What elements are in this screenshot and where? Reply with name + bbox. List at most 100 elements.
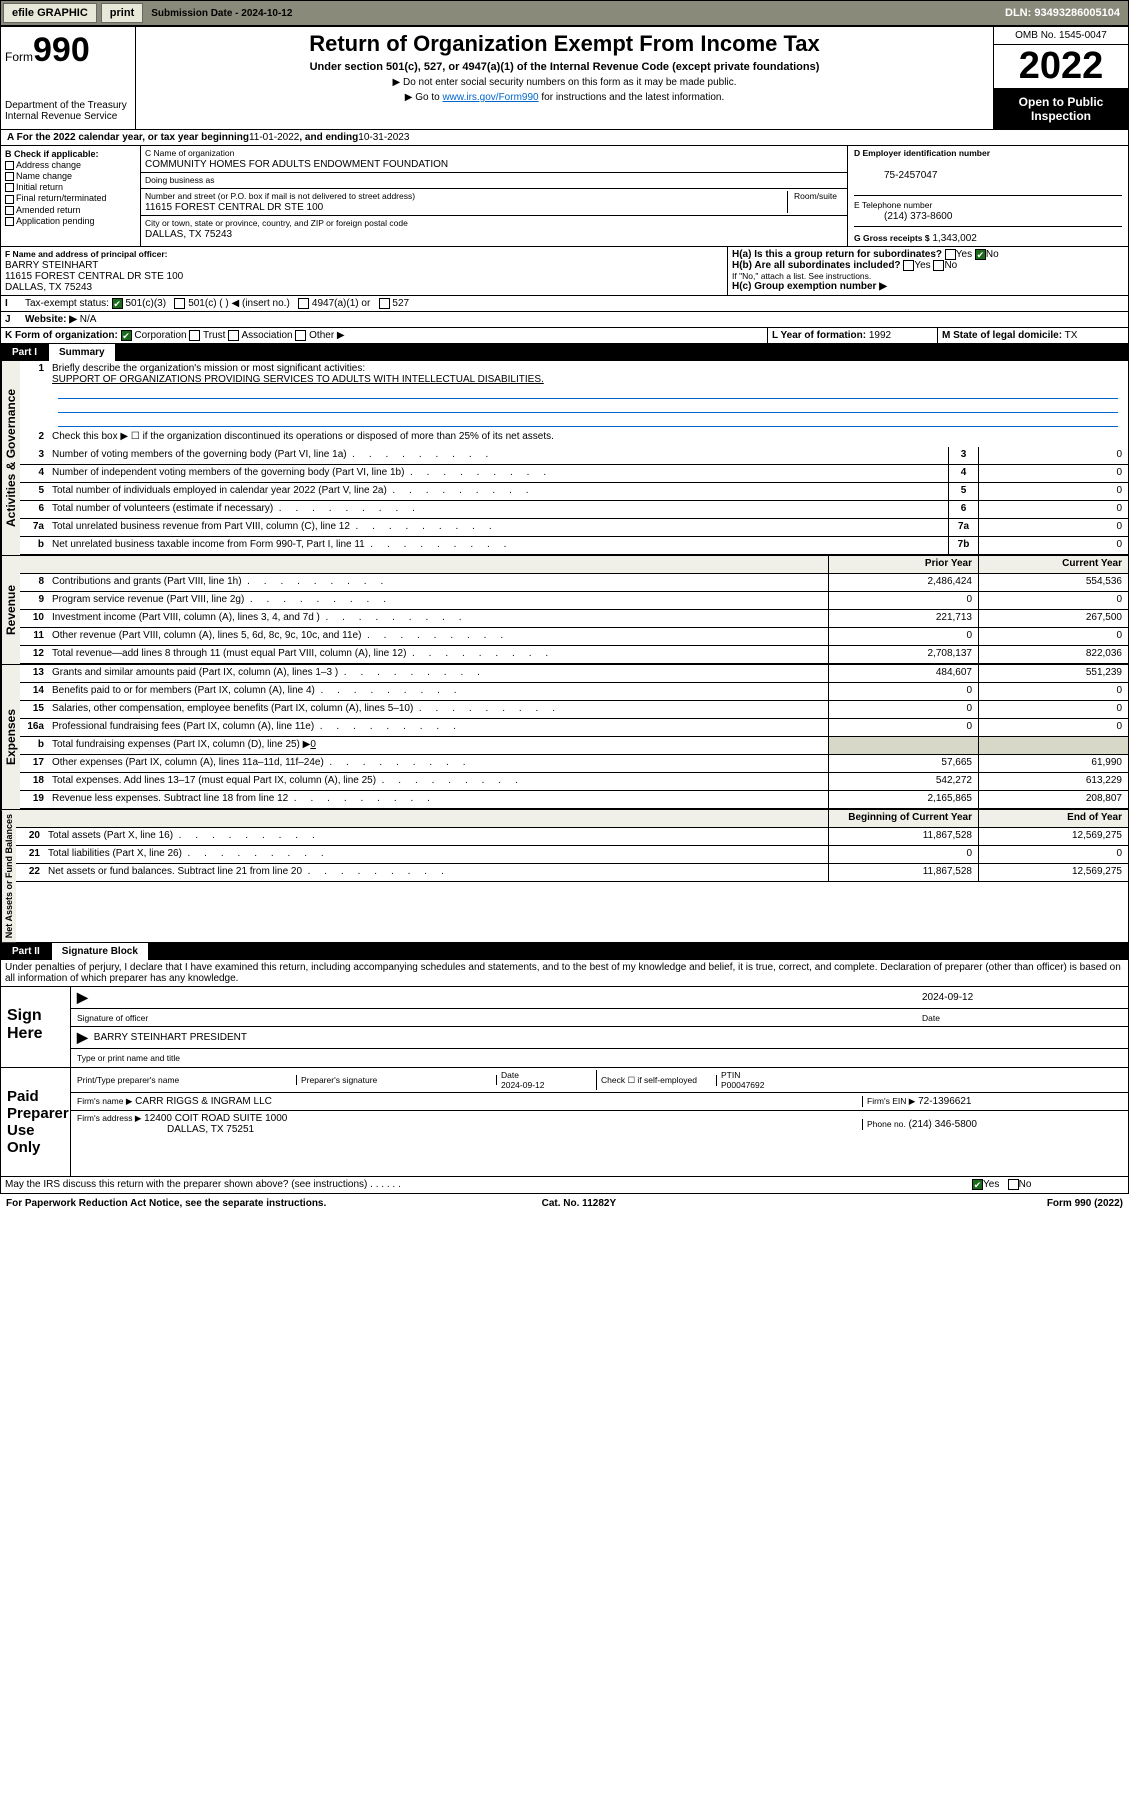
tax-status-row: I Tax-exempt status: ✔ 501(c)(3) 501(c) …	[0, 296, 1129, 312]
sign-here-label: Sign Here	[1, 987, 71, 1067]
org-info-block: B Check if applicable: Address change Na…	[0, 146, 1129, 247]
firm-ein-label: Firm's EIN ▶	[867, 1096, 915, 1106]
ptin-label: PTIN	[721, 1070, 740, 1080]
ha-label: H(a) Is this a group return for subordin…	[732, 249, 942, 260]
efile-button[interactable]: efile GRAPHIC	[3, 3, 97, 23]
officer-name: BARRY STEINHART	[5, 260, 98, 271]
footer-right: Form 990 (2022)	[1047, 1198, 1123, 1209]
sig-officer-label: Signature of officer	[77, 1013, 922, 1023]
officer-addr2: DALLAS, TX 75243	[5, 282, 92, 293]
note-ssn: ▶ Do not enter social security numbers o…	[146, 77, 983, 88]
prep-phone-label: Phone no.	[867, 1119, 906, 1129]
part2-title: Signature Block	[52, 943, 148, 960]
ha-no[interactable]: No	[986, 249, 999, 260]
i-501c3[interactable]: 501(c)(3)	[125, 298, 166, 309]
cb-address[interactable]: Address change	[16, 160, 81, 170]
cb-amended[interactable]: Amended return	[16, 205, 81, 215]
cb-name[interactable]: Name change	[16, 171, 72, 181]
org-city: DALLAS, TX 75243	[145, 229, 232, 240]
ha-yes[interactable]: Yes	[956, 249, 972, 260]
irs-link[interactable]: www.irs.gov/Form990	[442, 92, 538, 103]
gross-label: G Gross receipts $	[854, 233, 930, 243]
firm-name: CARR RIGGS & INGRAM LLC	[135, 1096, 272, 1107]
k-corp[interactable]: Corporation	[134, 330, 186, 341]
period-begin: 11-01-2022	[249, 132, 299, 143]
dln-label: DLN: 93493286005104	[997, 7, 1128, 19]
form-title: Return of Organization Exempt From Incom…	[146, 31, 983, 57]
revenue-section: Revenue Prior YearCurrent Year 8Contribu…	[0, 556, 1129, 665]
phone-value: (214) 373-8600	[854, 211, 952, 222]
discuss-text: May the IRS discuss this return with the…	[5, 1179, 367, 1190]
gross-value: 1,343,002	[932, 233, 977, 244]
officer-signed: BARRY STEINHART PRESIDENT	[94, 1032, 247, 1043]
i-4947[interactable]: 4947(a)(1) or	[312, 298, 370, 309]
pt-date: 2024-09-12	[501, 1080, 544, 1090]
cb-final[interactable]: Final return/terminated	[16, 193, 107, 203]
side-net: Net Assets or Fund Balances	[1, 810, 16, 942]
j-label: Website: ▶	[25, 314, 77, 325]
officer-addr1: 11615 FOREST CENTRAL DR STE 100	[5, 271, 183, 282]
sign-block: Sign Here ▶2024-09-12 Signature of offic…	[0, 987, 1129, 1068]
i-501c[interactable]: 501(c) ( ) ◀ (insert no.)	[188, 298, 290, 309]
dept-label: Department of the Treasury Internal Reve…	[5, 100, 131, 122]
side-activities: Activities & Governance	[1, 361, 20, 555]
k-trust[interactable]: Trust	[203, 330, 225, 341]
note2-post: for instructions and the latest informat…	[539, 92, 725, 103]
period-row: A For the 2022 calendar year, or tax yea…	[0, 130, 1129, 146]
m-label: M State of legal domicile:	[942, 330, 1062, 341]
j-value: N/A	[80, 314, 97, 325]
firm-addr1: 12400 COIT ROAD SUITE 1000	[144, 1113, 287, 1124]
form-number: 990	[33, 31, 90, 69]
netassets-section: Net Assets or Fund Balances Beginning of…	[0, 810, 1129, 943]
l1-value: SUPPORT OF ORGANIZATIONS PROVIDING SERVI…	[52, 374, 544, 385]
room-label: Room/suite	[787, 191, 843, 213]
cb-pending[interactable]: Application pending	[16, 216, 95, 226]
submission-date: Submission Date - 2024-10-12	[145, 8, 298, 19]
prep-phone: (214) 346-5800	[909, 1119, 977, 1130]
phone-label: E Telephone number	[854, 200, 932, 210]
col-curr: Current Year	[978, 556, 1128, 573]
part1-header: Part I Summary	[0, 344, 1129, 361]
l-label: L Year of formation:	[772, 330, 866, 341]
part2-label: Part II	[0, 943, 52, 960]
declaration-text: Under penalties of perjury, I declare th…	[1, 960, 1128, 986]
print-button[interactable]: print	[101, 3, 143, 23]
tax-year: 2022	[994, 45, 1128, 89]
addr-label: Number and street (or P.O. box if mail i…	[145, 191, 415, 201]
hb-no[interactable]: No	[944, 260, 957, 271]
top-bar: efile GRAPHIC print Submission Date - 20…	[0, 0, 1129, 26]
officer-block: F Name and address of principal officer:…	[0, 247, 1129, 296]
city-label: City or town, state or province, country…	[145, 218, 408, 228]
firm-name-label: Firm's name ▶	[77, 1096, 132, 1106]
activities-section: Activities & Governance 1 Briefly descri…	[0, 361, 1129, 556]
hb-yes[interactable]: Yes	[914, 260, 930, 271]
form-subtitle: Under section 501(c), 527, or 4947(a)(1)…	[146, 61, 983, 73]
part1-title: Summary	[49, 344, 115, 361]
name-label: C Name of organization	[145, 148, 234, 158]
firm-addr2: DALLAS, TX 75251	[77, 1124, 254, 1135]
ptin-value: P00047692	[721, 1080, 765, 1090]
hb-label: H(b) Are all subordinates included?	[732, 260, 901, 271]
box-deg: D Employer identification number75-24570…	[848, 146, 1128, 246]
boxb-header: B Check if applicable:	[5, 149, 136, 159]
i-527[interactable]: 527	[392, 298, 409, 309]
cb-initial[interactable]: Initial return	[16, 182, 63, 192]
pt-selfemp[interactable]: Check ☐ if self-employed	[597, 1075, 717, 1086]
m-value: TX	[1065, 330, 1078, 341]
omb-number: OMB No. 1545-0047	[994, 27, 1128, 45]
k-assoc[interactable]: Association	[241, 330, 292, 341]
hb-note: If "No," attach a list. See instructions…	[732, 271, 1124, 281]
l-value: 1992	[869, 330, 891, 341]
note2-pre: ▶ Go to	[405, 92, 443, 103]
discuss-yes[interactable]: Yes	[983, 1180, 999, 1191]
footer-left: For Paperwork Reduction Act Notice, see …	[6, 1198, 326, 1209]
k-other[interactable]: Other ▶	[309, 330, 344, 341]
i-label: Tax-exempt status:	[25, 298, 109, 309]
expenses-section: Expenses 13Grants and similar amounts pa…	[0, 665, 1129, 810]
arrow-icon: ▶	[77, 989, 88, 1006]
part2-header: Part II Signature Block	[0, 943, 1129, 960]
period-mid: , and ending	[299, 132, 358, 143]
pt-sig-label: Preparer's signature	[297, 1075, 497, 1085]
discuss-no[interactable]: No	[1019, 1180, 1032, 1191]
part1-label: Part I	[0, 344, 49, 361]
